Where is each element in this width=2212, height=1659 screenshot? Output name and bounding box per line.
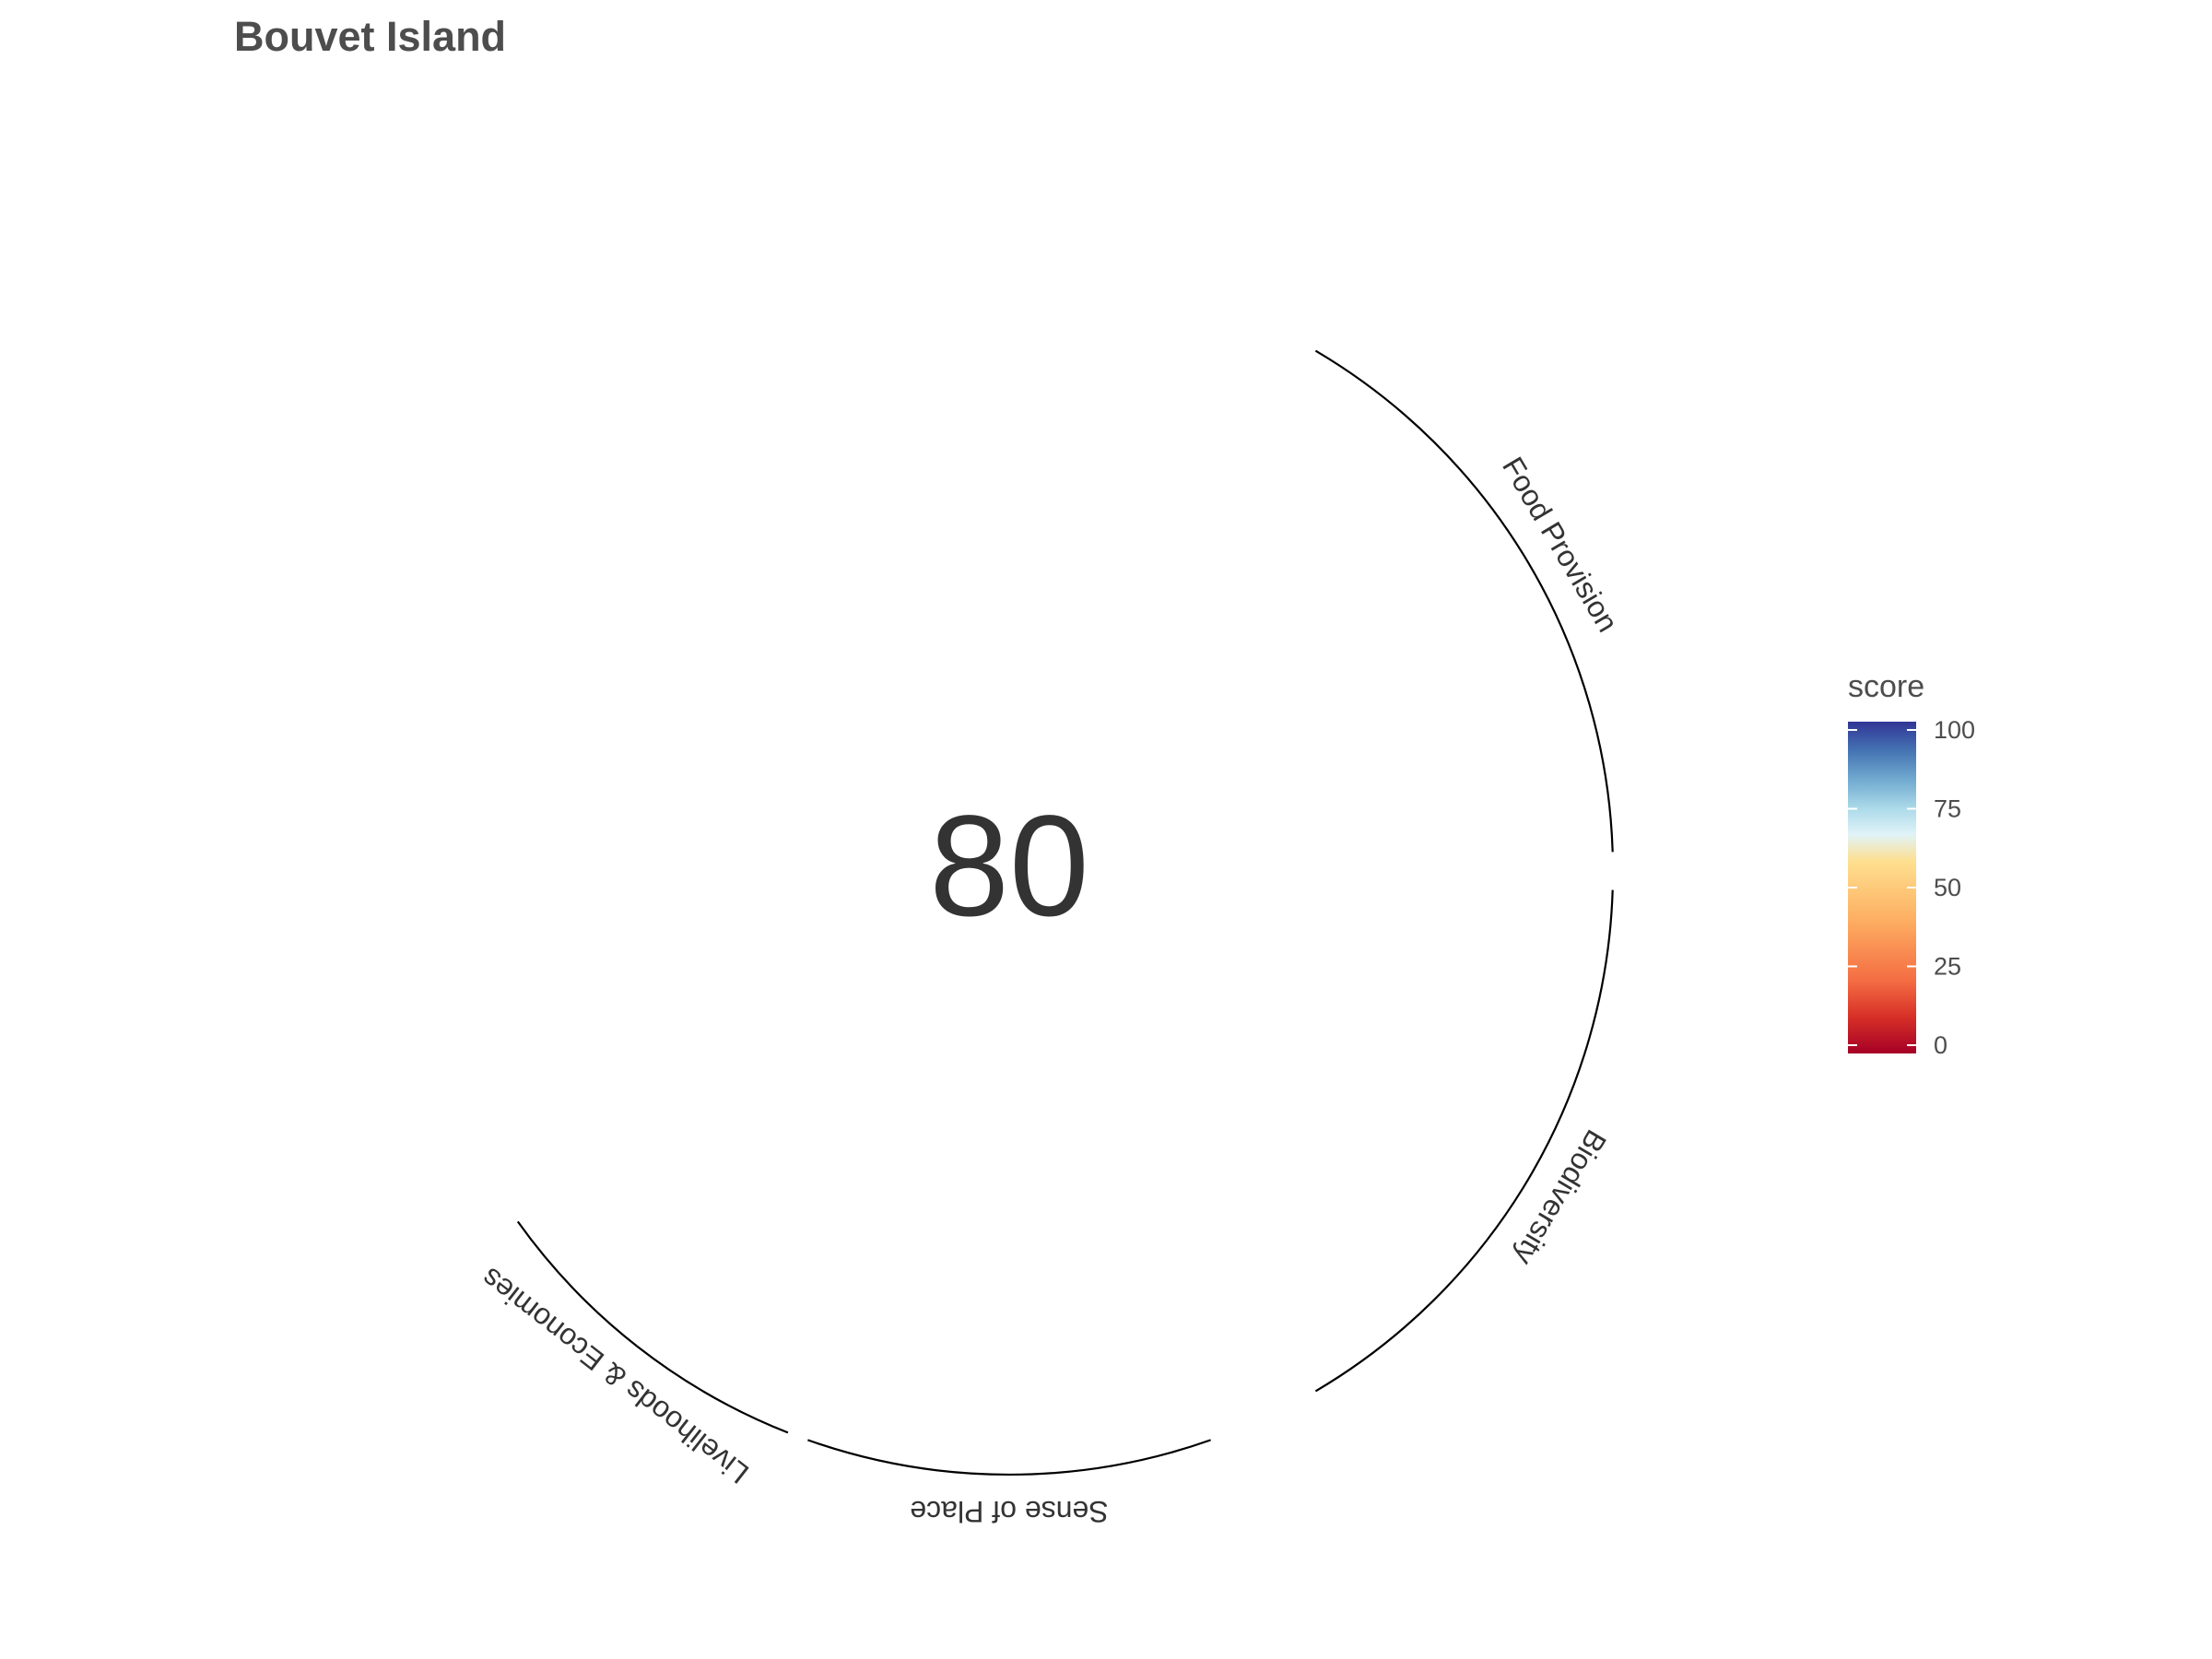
- legend-colorbar: [1848, 722, 1916, 1053]
- goal-arc-biodiversity: [1314, 889, 1614, 1393]
- legend-tick-label: 100: [1934, 716, 1975, 744]
- legend-tick-label: 75: [1934, 795, 1961, 823]
- goal-label-food-provision: Food Provision: [1496, 452, 1625, 638]
- goal-arc-livelihoods-economies: [516, 1220, 789, 1434]
- legend-tick-label: 25: [1934, 953, 1961, 981]
- goal-arc-sense-of-place: [807, 1439, 1211, 1476]
- legend-title: score: [1848, 669, 1924, 704]
- goal-label-sense-of-place: Sense of Place: [910, 1495, 1108, 1528]
- chart-title: Bouvet Island: [234, 13, 506, 60]
- goal-label-biodiversity: Biodiversity: [1508, 1124, 1613, 1271]
- legend-ticks: 100 75 50 25 0: [1848, 716, 1975, 1059]
- legend-tick-label: 0: [1934, 1031, 1947, 1059]
- legend: score 100 75 50 25 0: [1848, 669, 1975, 1059]
- goal-arc-food-provision: [1314, 349, 1614, 853]
- legend-tick-label: 50: [1934, 874, 1961, 901]
- goal-label-livelihoods-economies: Livelihoods & Economies: [475, 1261, 755, 1489]
- center-score: 80: [929, 786, 1089, 947]
